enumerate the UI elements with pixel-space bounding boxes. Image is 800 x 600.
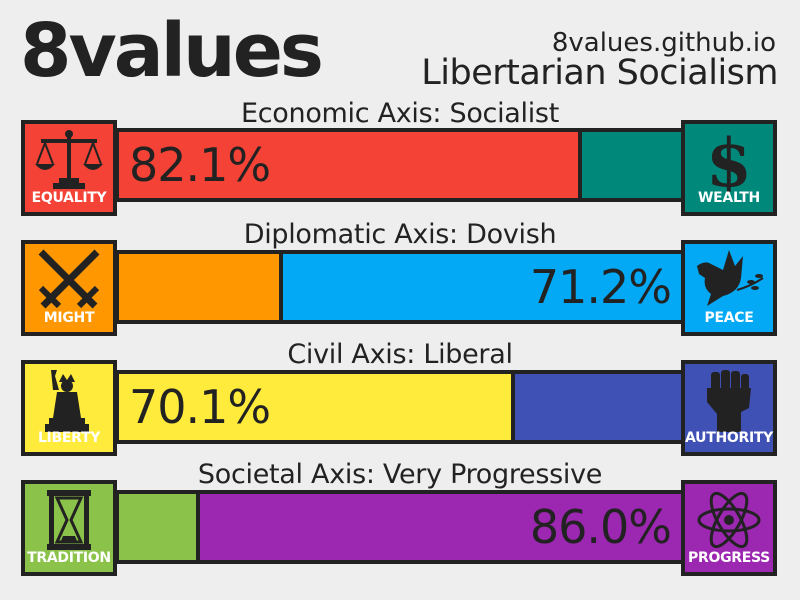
icon-equality: EQUALITY: [21, 120, 117, 216]
bar-economic-left-fill: [119, 132, 578, 198]
icon-wealth-tile: $ WEALTH: [685, 124, 773, 212]
icon-liberty-label: LIBERTY: [37, 430, 101, 446]
icon-might-tile: MIGHT: [25, 244, 113, 332]
scales-icon: [35, 130, 103, 189]
bar-societal-left-fill: [119, 494, 196, 560]
icon-progress: PROGRESS: [681, 480, 777, 576]
bar-economic-percent: 82.1%: [129, 138, 271, 192]
bar-diplomatic: 71.2%: [115, 250, 685, 324]
bar-civil: 70.1%: [115, 370, 685, 444]
dollar-icon: $: [706, 128, 752, 192]
raised-fist-icon: [707, 370, 751, 432]
dove-icon: [697, 250, 764, 306]
icon-peace-tile: PEACE: [685, 244, 773, 332]
icon-equality-label: EQUALITY: [31, 190, 107, 206]
icon-might-label: MIGHT: [43, 310, 95, 326]
axis-title-societal: Societal Axis: Very Progressive: [197, 459, 603, 490]
icon-wealth-label: WEALTH: [698, 190, 760, 206]
atom-icon: [697, 491, 761, 549]
crossed-swords-icon: [38, 249, 100, 309]
bar-diplomatic-left-fill: [119, 254, 279, 320]
icon-liberty-tile: LIBERTY: [25, 364, 113, 452]
bar-civil-percent: 70.1%: [129, 380, 271, 434]
icon-tradition: TRADITION: [21, 480, 117, 576]
bar-societal-percent: 86.0%: [529, 500, 672, 554]
bar-societal: 86.0%: [115, 490, 685, 564]
icon-peace: PEACE: [681, 240, 777, 336]
icon-authority-tile: AUTHORITY: [685, 364, 773, 452]
icon-peace-label: PEACE: [704, 310, 754, 326]
axis-title-economic: Economic Axis: Socialist: [241, 98, 559, 129]
ideology-title: Libertarian Socialism: [421, 53, 778, 93]
icon-authority: AUTHORITY: [681, 360, 777, 456]
icon-equality-tile: EQUALITY: [25, 124, 113, 212]
svg-text:$: $: [706, 128, 752, 192]
bar-economic-right-fill: [582, 132, 681, 198]
icon-tradition-tile: TRADITION: [25, 484, 113, 572]
icon-tradition-label: TRADITION: [27, 550, 111, 566]
bar-civil-left-fill: [119, 374, 511, 440]
icon-might: MIGHT: [21, 240, 117, 336]
icon-progress-tile: PROGRESS: [685, 484, 773, 572]
icon-progress-label: PROGRESS: [688, 550, 770, 566]
bar-diplomatic-right-fill: [283, 254, 681, 320]
bar-diplomatic-percent: 71.2%: [529, 260, 672, 314]
hourglass-icon: [47, 490, 91, 550]
brand-title: 8values: [20, 8, 324, 94]
icon-wealth: $ WEALTH: [681, 120, 777, 216]
bar-societal-right-fill: [200, 494, 681, 560]
axis-title-civil: Civil Axis: Liberal: [287, 339, 513, 370]
bar-civil-right-fill: [515, 374, 681, 440]
axis-title-diplomatic: Diplomatic Axis: Dovish: [243, 219, 557, 250]
site-url: 8values.github.io: [551, 28, 776, 58]
icon-authority-label: AUTHORITY: [685, 430, 773, 446]
icon-liberty: LIBERTY: [21, 360, 117, 456]
bar-economic: 82.1%: [115, 128, 685, 202]
statue-of-liberty-icon: [45, 370, 89, 432]
